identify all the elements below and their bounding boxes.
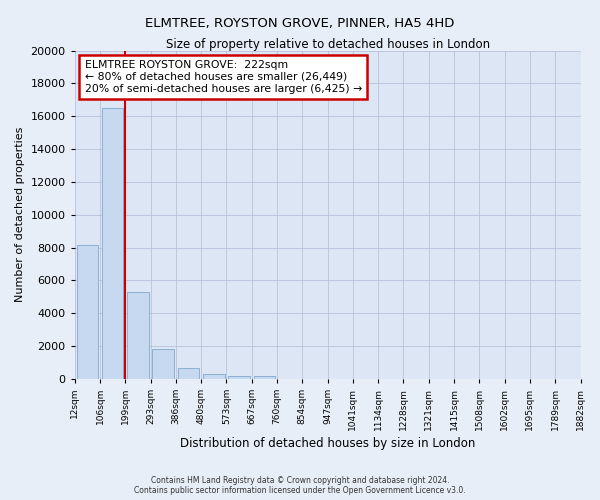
Text: ELMTREE, ROYSTON GROVE, PINNER, HA5 4HD: ELMTREE, ROYSTON GROVE, PINNER, HA5 4HD [145, 18, 455, 30]
Bar [127, 292, 149, 379]
Bar [77, 245, 98, 379]
Bar [178, 368, 199, 379]
Bar [102, 108, 124, 379]
Bar [229, 376, 250, 379]
Text: Contains HM Land Registry data © Crown copyright and database right 2024.
Contai: Contains HM Land Registry data © Crown c… [134, 476, 466, 495]
Bar [254, 376, 275, 379]
Title: Size of property relative to detached houses in London: Size of property relative to detached ho… [166, 38, 490, 51]
Bar [152, 350, 174, 379]
X-axis label: Distribution of detached houses by size in London: Distribution of detached houses by size … [180, 437, 475, 450]
Text: ELMTREE ROYSTON GROVE:  222sqm
← 80% of detached houses are smaller (26,449)
20%: ELMTREE ROYSTON GROVE: 222sqm ← 80% of d… [85, 60, 362, 94]
Y-axis label: Number of detached properties: Number of detached properties [15, 127, 25, 302]
Bar [203, 374, 224, 379]
